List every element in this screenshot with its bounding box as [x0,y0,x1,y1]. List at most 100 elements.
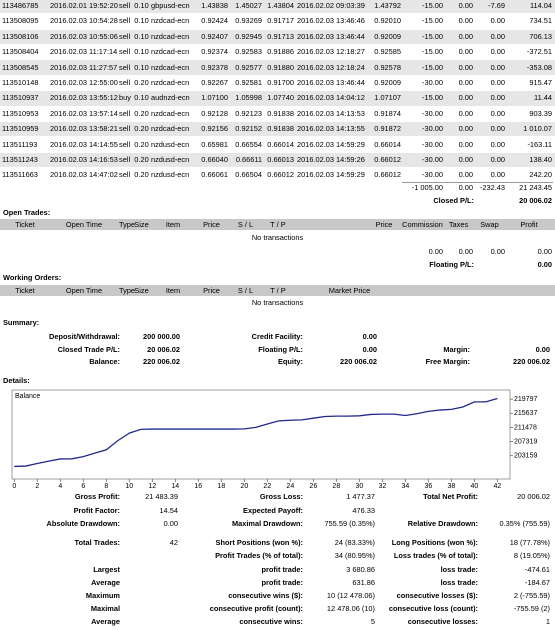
header-cell: Item [165,219,181,229]
x-tick-label: 12 [148,483,156,490]
trade-cell: -30.00 [422,139,443,149]
section-title: Open Trades: [3,208,51,217]
trade-cell: 0.92010 [374,16,401,26]
x-tick-label: 4 [58,483,62,490]
header-cell: Type [119,219,136,229]
trade-cell: 0.92577 [235,62,262,72]
header-cell: Open Time [65,285,103,295]
stat-label: consecutive loss (count): [388,604,478,613]
stat-value: 3 680.86 [346,564,375,574]
trade-cell: -15.00 [422,16,443,26]
trade-cell: 0.65981 [201,139,228,149]
stat-value: 12 478.06 (10) [326,604,375,613]
trade-cell: gbpusd-ecn [151,1,190,10]
trade-cell: nzdusd-ecn [151,155,190,164]
summary-label: Equity: [277,357,303,367]
x-tick-label: 10 [125,483,133,490]
balance-line [14,397,498,468]
header-cell: Taxes [448,219,469,229]
y-tick-label: 203159 [514,453,537,460]
stat-label: consecutive wins ($): [228,591,303,600]
stat-label: Largest [93,564,120,574]
trade-cell: 1 010.07 [523,124,552,134]
trade-cell: 0.91874 [374,108,401,118]
trade-cell: 0.20 [134,78,149,87]
trade-cell: 2016.02.03 12:55:00 [50,78,118,87]
trade-cell: 0.20 [134,170,149,180]
trade-cell: 0.00 [490,78,505,87]
stat-label: Average [91,617,120,626]
trade-cell: 2016.02.03 13:46:44 [297,78,365,87]
summary-label: Floating P/L: [258,344,303,354]
total-line [402,182,553,183]
trade-cell: 2016.02.03 14:13:55 [297,124,365,134]
trade-cell: 138.40 [529,155,552,164]
trade-cell: 0.20 [134,155,149,164]
header-cell: T / P [270,285,286,295]
stat-label: profit trade: [261,578,303,587]
stat-label: loss trade: [440,578,478,587]
header-cell: T / P [270,219,286,229]
trade-cell: 903.39 [529,108,552,118]
trade-cell: -15.00 [422,31,443,41]
x-tick-label: 22 [263,483,271,490]
trade-cell: 0.00 [490,93,505,103]
y-tick-label: 215637 [514,410,537,417]
trade-cell: 0.66611 [235,155,262,164]
stat-label: Total Trades: [74,538,120,547]
trade-cell: 0.66012 [267,170,294,180]
section-title: Working Orders: [3,273,62,282]
trade-cell: 0.92009 [374,31,401,41]
row-background [0,91,555,106]
stat-value: 5 [370,617,375,626]
stat-value: 21 483.39 [145,492,178,501]
trade-cell: 0.92123 [235,108,262,118]
trade-cell: 113510953 [2,108,39,118]
x-tick-label: 28 [332,483,340,490]
trade-cell: nzdusd-ecn [151,139,190,149]
trade-cell: 2016.02.03 14:59:26 [297,155,365,164]
row-background [0,60,555,75]
trade-cell: 0.00 [490,62,505,72]
x-tick-label: 26 [309,483,317,490]
closed-pl-label: Closed P/L: [433,196,474,205]
stat-label: consecutive losses: [407,617,478,626]
trade-cell: 2016.02.03 14:13:53 [297,108,365,118]
trade-cell: sell [119,31,131,41]
stat-label: Loss trades (% of total): [393,551,478,560]
stat-label: profit trade: [261,564,303,574]
trade-cell: 0.00 [490,124,505,134]
chart-title: Balance [15,393,40,400]
trade-cell: audnzd-ecn [151,93,190,103]
x-tick-label: 30 [355,483,363,490]
trade-cell: sell [119,139,131,149]
header-cell: Price [375,219,393,229]
trade-cell: 2016.02.03 14:47:02 [50,170,118,180]
trade-cell: 2016.02.03 11:17:14 [50,47,118,57]
trade-cell: 0.00 [490,31,505,41]
header-background [0,219,555,230]
x-tick-label: 38 [447,483,455,490]
trade-cell: 0.00 [458,1,473,10]
stat-label: Total Net Profit: [423,492,478,501]
trade-cell: nzdcad-ecn [151,47,190,57]
header-cell: Size [134,285,149,295]
trade-cell: 0.00 [458,47,473,57]
x-tick-label: 18 [217,483,225,490]
header-cell: Ticket [15,285,35,295]
summary-label: Free Margin: [425,357,470,367]
trade-cell: 0.00 [458,31,473,41]
stat-value: 20 006.02 [517,492,550,501]
trade-cell: sell [119,78,131,87]
trade-cell: 2016.02.03 11:27:57 [50,62,118,72]
header-cell: Open Time [65,219,103,229]
trade-cell: 0.66013 [267,155,294,164]
trade-cell: 0.00 [490,108,505,118]
trade-cell: sell [119,47,131,57]
trade-cell: 1.43804 [267,1,294,10]
trade-cell: 114.04 [529,1,552,10]
section-title: Summary: [3,318,40,327]
trade-cell: -30.00 [422,124,443,134]
summary-value: 20 006.02 [147,344,180,354]
